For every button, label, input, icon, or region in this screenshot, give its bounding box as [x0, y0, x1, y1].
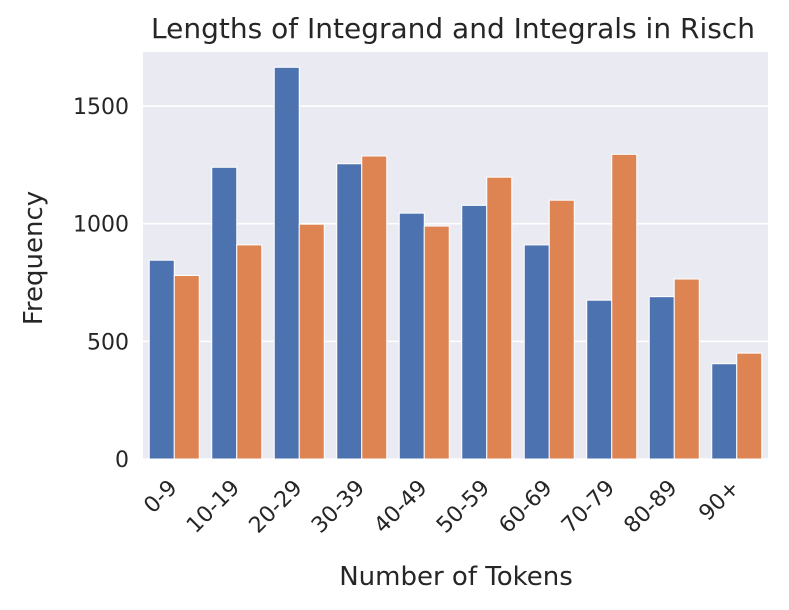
bar-80-89-series-2 [673, 278, 700, 460]
x-tick-label: 20-29 [245, 476, 308, 539]
x-tick-label: 60-69 [495, 476, 558, 539]
chart-title: Lengths of Integrand and Integrals in Ri… [151, 12, 755, 45]
x-tick-label: 80-89 [620, 476, 683, 539]
y-axis-ticks: 0 500 1000 1500 [73, 95, 129, 473]
x-axis-ticks: 0-9 10-19 20-29 30-39 40-49 50-59 60-69 70-79 80… [139, 476, 745, 539]
y-tick-label: 500 [87, 330, 129, 355]
x-tick-label: 90+ [694, 476, 745, 527]
y-tick-label: 1500 [73, 95, 129, 120]
bar-40-49-series-2 [423, 225, 450, 460]
bar-0-9-series-1 [148, 259, 175, 460]
x-tick-label: 40-49 [370, 476, 433, 539]
bar-90+-series-1 [711, 363, 738, 460]
x-tick-label: 10-19 [182, 476, 245, 539]
bar-10-19-series-2 [236, 244, 263, 460]
bar-50-59-series-2 [486, 176, 513, 460]
x-tick-label: 30-39 [307, 476, 370, 539]
bar-50-59-series-1 [461, 204, 488, 460]
x-tick-label: 50-59 [432, 476, 495, 539]
bar-30-39-series-1 [336, 163, 363, 460]
bar-20-29-series-2 [298, 223, 325, 460]
bar-40-49-series-1 [398, 212, 425, 460]
bar-70-79-series-2 [611, 153, 638, 460]
bar-60-69-series-1 [523, 244, 550, 460]
bar-10-19-series-1 [211, 166, 238, 460]
x-tick-label: 70-79 [557, 476, 620, 539]
x-tick-label: 0-9 [139, 476, 182, 519]
bar-80-89-series-1 [648, 296, 675, 460]
bars [148, 66, 763, 460]
bar-90+-series-2 [736, 352, 763, 460]
x-axis-label: Number of Tokens [339, 562, 573, 592]
bar-70-79-series-1 [586, 299, 613, 460]
bar-0-9-series-2 [173, 274, 200, 460]
bar-20-29-series-1 [273, 66, 300, 460]
bar-30-39-series-2 [361, 155, 388, 460]
y-axis-label: Frequency [19, 191, 49, 325]
y-tick-label: 0 [115, 448, 129, 473]
bar-60-69-series-2 [548, 199, 575, 460]
y-tick-label: 1000 [73, 213, 129, 238]
